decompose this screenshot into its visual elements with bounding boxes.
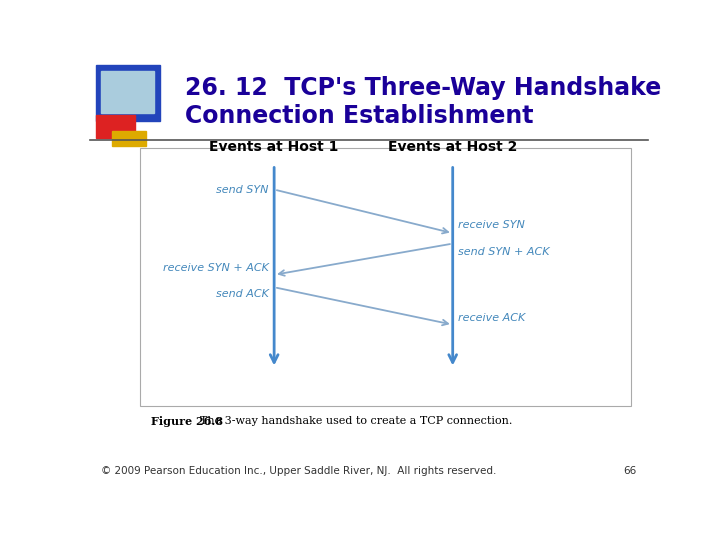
Bar — [112, 131, 145, 146]
Text: receive SYN: receive SYN — [459, 220, 525, 230]
Text: 66: 66 — [624, 467, 637, 476]
Bar — [96, 65, 160, 121]
Text: send SYN + ACK: send SYN + ACK — [459, 247, 550, 257]
Text: receive SYN + ACK: receive SYN + ACK — [163, 262, 269, 273]
Text: Events at Host 1: Events at Host 1 — [210, 140, 339, 154]
Text: 26. 12  TCP's Three-Way Handshake: 26. 12 TCP's Three-Way Handshake — [185, 76, 661, 100]
Text: Connection Establishment: Connection Establishment — [185, 104, 534, 127]
Bar — [96, 114, 135, 138]
Text: Events at Host 2: Events at Host 2 — [388, 140, 518, 154]
Text: Figure 26.8: Figure 26.8 — [151, 416, 223, 427]
Text: The 3-way handshake used to create a TCP connection.: The 3-way handshake used to create a TCP… — [193, 416, 513, 426]
Text: send ACK: send ACK — [216, 289, 269, 299]
Bar — [101, 71, 154, 113]
Text: send SYN: send SYN — [216, 185, 269, 194]
Text: receive ACK: receive ACK — [459, 313, 526, 322]
Text: © 2009 Pearson Education Inc., Upper Saddle River, NJ.  All rights reserved.: © 2009 Pearson Education Inc., Upper Sad… — [101, 467, 497, 476]
Bar — [140, 148, 631, 406]
